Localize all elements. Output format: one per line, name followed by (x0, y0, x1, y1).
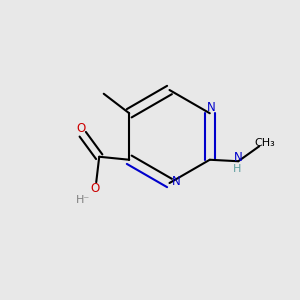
Text: CH₃: CH₃ (254, 138, 275, 148)
Text: O: O (76, 122, 86, 135)
Text: N: N (207, 101, 216, 114)
Text: N: N (172, 175, 181, 188)
Text: O: O (91, 182, 100, 195)
Text: H⁻: H⁻ (76, 195, 90, 205)
Text: N: N (234, 151, 243, 164)
Text: H: H (232, 164, 241, 174)
